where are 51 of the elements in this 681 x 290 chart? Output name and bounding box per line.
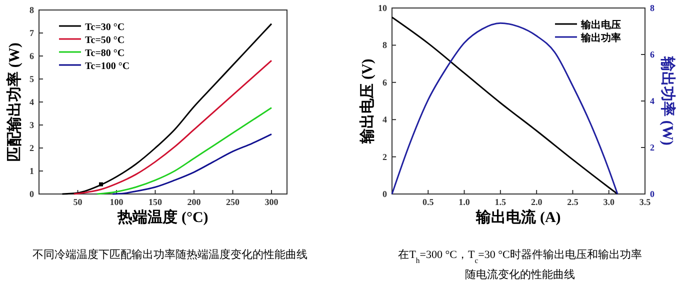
line-series bbox=[96, 107, 272, 195]
x-tick-label: 1.5 bbox=[494, 197, 507, 207]
x-tick-label: 3.5 bbox=[639, 197, 652, 207]
text: 随电流变化的性能曲线 bbox=[465, 268, 575, 281]
y2-tick-label: 4 bbox=[650, 96, 655, 106]
y-tick-label: 3 bbox=[30, 120, 34, 130]
text: 在T$_{h}$=300 °C，T$_{c}$=30 °C时器件输出电压和输出功率 bbox=[398, 248, 642, 264]
x-tick-label: 250 bbox=[226, 197, 240, 207]
x-tick-label: 0.5 bbox=[422, 197, 434, 207]
x-axis-title: 输出电流 (A) bbox=[475, 208, 561, 226]
y-tick-label: 4 bbox=[30, 97, 34, 107]
x-tick-label: 1.0 bbox=[458, 197, 470, 207]
x-tick-label: 300 bbox=[264, 197, 279, 207]
y2-tick-label: 0 bbox=[650, 189, 655, 199]
y-tick-label: 2 bbox=[382, 152, 388, 162]
y-tick-label: 0 bbox=[382, 189, 388, 199]
legend-label: Tc=30 °C bbox=[85, 22, 125, 33]
y2-tick-label: 2 bbox=[650, 142, 655, 152]
y2-axis-title: 输出功率 (W) bbox=[659, 56, 677, 146]
legend-label: Tc=50 °C bbox=[85, 35, 125, 46]
x-axis-title: 热端温度 (°C) bbox=[116, 208, 208, 226]
y-tick-label: 2 bbox=[30, 143, 34, 153]
y-axis-title: 输出电压 (V) bbox=[359, 58, 376, 144]
line-series bbox=[112, 133, 272, 195]
x-tick-label: 2.0 bbox=[530, 197, 543, 207]
legend-label: Tc=100 °C bbox=[85, 61, 130, 72]
x-tick-label: 200 bbox=[187, 197, 202, 207]
x-tick-label: 150 bbox=[148, 197, 162, 207]
y2-tick-label: 6 bbox=[650, 50, 655, 60]
y-tick-label: 10 bbox=[378, 3, 388, 13]
y-tick-label: 1 bbox=[30, 166, 34, 176]
y-tick-label: 6 bbox=[30, 51, 34, 61]
line-series bbox=[73, 60, 272, 195]
x-tick-label: 50 bbox=[73, 197, 83, 207]
text: 不同冷端温度下匹配输出功率随热端温度变化的性能曲线 bbox=[32, 248, 308, 261]
y-tick-label: 7 bbox=[30, 28, 34, 38]
y-tick-label: 5 bbox=[30, 74, 34, 84]
y-tick-label: 8 bbox=[382, 40, 388, 50]
x-tick-label: 100 bbox=[110, 197, 124, 207]
y-tick-label: 8 bbox=[30, 5, 34, 15]
x-tick-label: 3.0 bbox=[603, 197, 615, 207]
x-tick-label: 2.5 bbox=[567, 197, 579, 207]
y-tick-label: 0 bbox=[30, 189, 34, 199]
legend-label: Tc=80 °C bbox=[85, 48, 125, 59]
legend-label: 输出电压 bbox=[580, 19, 621, 31]
y-tick-label: 4 bbox=[382, 114, 388, 125]
y2-tick-label: 8 bbox=[650, 3, 655, 13]
y-axis-title: 匹配输出功率 (W) bbox=[5, 42, 23, 162]
line-series bbox=[62, 23, 272, 195]
y-tick-label: 6 bbox=[382, 77, 388, 88]
legend-label: 输出功率 bbox=[580, 32, 621, 44]
